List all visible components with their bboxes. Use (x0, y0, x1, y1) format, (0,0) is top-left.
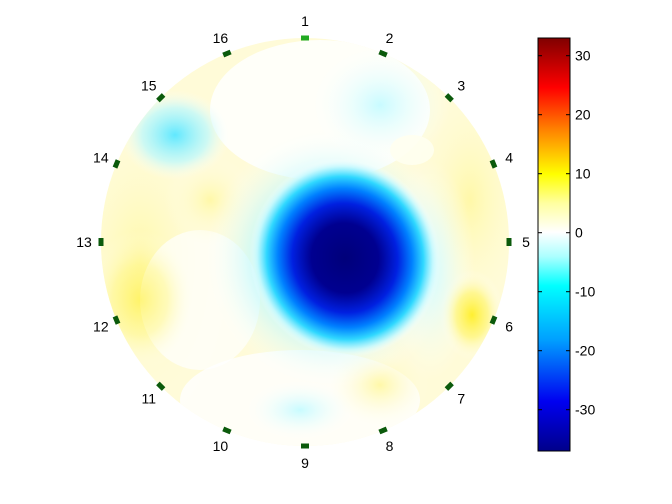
colorbar-gradient (537, 37, 571, 452)
electrode-2-marker (378, 49, 388, 58)
electrode-1-label: 1 (301, 13, 309, 29)
electrode-11-label: 11 (141, 390, 156, 406)
yellow-left (101, 230, 195, 370)
electrode-13-label: 13 (76, 234, 92, 250)
colorbar-tick-label: -10 (575, 284, 595, 300)
electrode-8-marker (378, 426, 388, 435)
electrode-9-label: 9 (301, 455, 309, 471)
colorbar-tick-label: 0 (575, 225, 583, 241)
electrode-7-label: 7 (457, 390, 465, 406)
electrode-6-label: 6 (505, 319, 513, 335)
electrode-6-marker (489, 315, 498, 325)
electrode-15-label: 15 (141, 78, 157, 94)
cyan-near-electrode-9 (245, 380, 355, 440)
colorbar-tick-label: 10 (575, 166, 591, 182)
electrode-14-marker (112, 159, 121, 169)
electrode-13-marker (98, 238, 104, 246)
electrode-7-marker (444, 381, 454, 391)
electrode-12-label: 12 (93, 319, 109, 335)
light-spot-top-right (390, 135, 434, 165)
electrode-8-label: 8 (386, 438, 394, 454)
center-deep-blue-anomaly (249, 158, 441, 358)
colorbar-tick-label: 30 (575, 48, 591, 64)
electrode-4-label: 4 (505, 149, 513, 165)
colorbar-tick-label: -20 (575, 343, 595, 359)
colorbar: 30 20 10 0 -10 -20 -30 (537, 37, 595, 452)
electrode-16-label: 16 (213, 30, 229, 46)
electrode-5-marker (506, 238, 512, 246)
electrode-3-marker (444, 93, 454, 103)
colorbar-tick-label: 20 (575, 107, 591, 123)
electrode-2-label: 2 (386, 30, 394, 46)
electrode-15-marker (156, 93, 166, 103)
colorbar-tick-label: -30 (575, 402, 595, 418)
tomography-map (101, 38, 509, 446)
electrode-14-label: 14 (93, 149, 109, 165)
electrode-3-label: 3 (457, 78, 465, 94)
electrode-16-marker (222, 49, 232, 58)
electrode-10-label: 10 (213, 438, 229, 454)
electrode-12-marker (112, 315, 121, 325)
colorbar-ticks: 30 20 10 0 -10 -20 -30 (538, 48, 595, 418)
electrode-1-marker (301, 35, 309, 41)
electrode-10-marker (222, 426, 232, 435)
electrode-11-marker (156, 381, 166, 391)
electrode-9-marker (301, 443, 309, 449)
electrode-4-marker (489, 159, 498, 169)
electrode-5-label: 5 (522, 234, 530, 250)
